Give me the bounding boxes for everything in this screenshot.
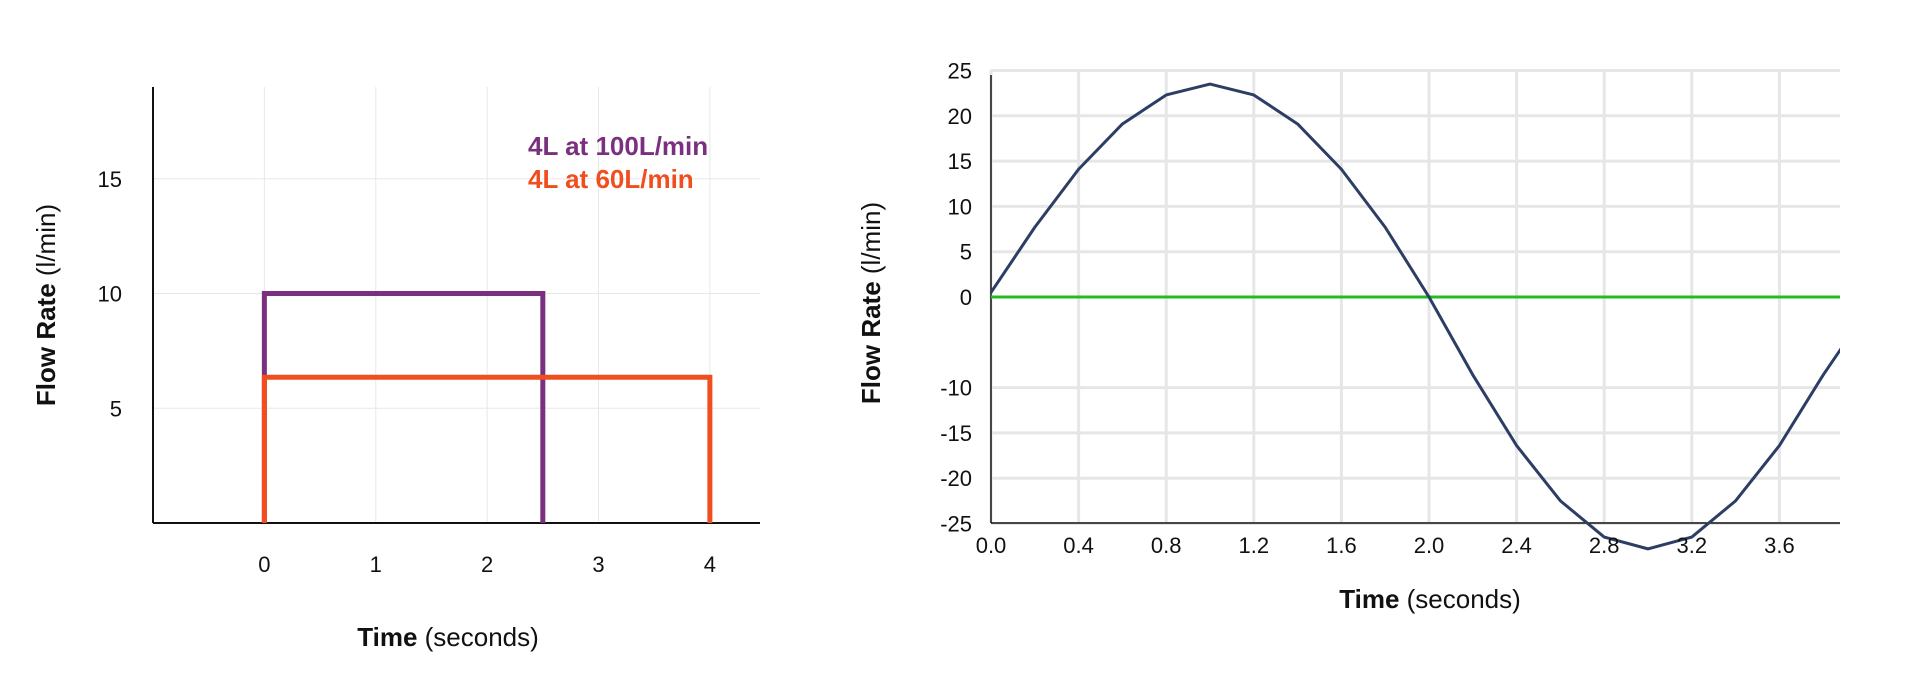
y-tick-label: 5 bbox=[960, 240, 972, 265]
y-tick-label: -15 bbox=[940, 421, 972, 446]
y-tick-label: 25 bbox=[948, 59, 972, 84]
x-tick-label: 0.8 bbox=[1151, 533, 1182, 558]
x-tick-label: 1.2 bbox=[1239, 533, 1270, 558]
x-tick-label: 2.0 bbox=[1414, 533, 1445, 558]
y-tick-label: 20 bbox=[948, 104, 972, 129]
sine-wave-line bbox=[989, 82, 1840, 551]
x-tick-label: 2.4 bbox=[1501, 533, 1532, 558]
x-tick-label: 2 bbox=[481, 552, 493, 577]
x-tick-label: 1 bbox=[370, 552, 382, 577]
x-tick-label: 1.6 bbox=[1326, 533, 1357, 558]
y-tick-label: 10 bbox=[98, 282, 122, 307]
y-tick-label: -25 bbox=[940, 512, 972, 537]
x-tick-label: 0 bbox=[258, 552, 270, 577]
y-tick-label: 5 bbox=[110, 396, 122, 421]
y-axis-title: Flow Rate (l/min) bbox=[856, 202, 886, 404]
x-tick-label: 3.6 bbox=[1764, 533, 1795, 558]
y-tick-label: -10 bbox=[940, 376, 972, 401]
y-tick-label: 10 bbox=[948, 194, 972, 219]
chart-right-sine-flow: 0.00.40.81.21.62.02.42.83.23.64.02520151… bbox=[856, 59, 1840, 614]
x-axis-title: Time (seconds) bbox=[1339, 584, 1521, 614]
x-tick-label: 3.2 bbox=[1677, 533, 1708, 558]
y-tick-label: 15 bbox=[98, 167, 122, 192]
x-tick-label: 0.0 bbox=[976, 533, 1007, 558]
legend-entry-2: 4L at 60L/min bbox=[528, 164, 694, 194]
series-line-2 bbox=[261, 374, 713, 523]
y-axis-title: Flow Rate (l/min) bbox=[31, 204, 61, 406]
y-tick-label: 15 bbox=[948, 149, 972, 174]
legend-entry-1: 4L at 100L/min bbox=[528, 131, 708, 161]
x-tick-label: 2.8 bbox=[1589, 533, 1620, 558]
x-axis-title: Time (seconds) bbox=[357, 622, 539, 652]
x-tick-label: 0.4 bbox=[1063, 533, 1094, 558]
x-tick-label: 4 bbox=[704, 552, 716, 577]
x-tick-label: 3 bbox=[592, 552, 604, 577]
y-tick-label: -20 bbox=[940, 466, 972, 491]
y-tick-label: 0 bbox=[960, 285, 972, 310]
